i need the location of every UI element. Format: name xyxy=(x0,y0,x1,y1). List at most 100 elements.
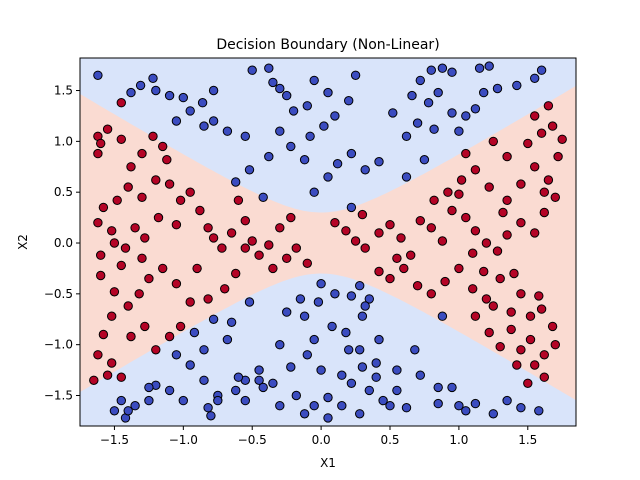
data-point-class-1 xyxy=(470,226,481,236)
data-point-class-0 xyxy=(330,111,340,121)
data-point-class-0 xyxy=(536,65,547,75)
data-point-class-0 xyxy=(461,406,471,416)
data-point-class-0 xyxy=(185,360,195,370)
y-tick-label: 0.0 xyxy=(54,236,73,250)
data-point-class-0 xyxy=(392,365,402,375)
data-point-class-1 xyxy=(130,223,140,233)
data-point-class-1 xyxy=(484,182,494,192)
data-point-class-0 xyxy=(144,382,154,393)
scatter-points xyxy=(89,61,567,423)
data-point-class-1 xyxy=(350,236,361,246)
data-point-class-1 xyxy=(539,187,549,197)
data-point-class-1 xyxy=(109,287,120,297)
data-point-class-1 xyxy=(412,281,423,291)
data-point-class-0 xyxy=(240,395,251,406)
data-point-class-1 xyxy=(151,345,161,355)
data-point-class-1 xyxy=(547,321,558,332)
data-point-class-0 xyxy=(222,334,233,345)
data-point-class-1 xyxy=(454,263,464,274)
data-point-class-1 xyxy=(437,236,448,246)
data-point-class-1 xyxy=(107,358,117,368)
data-point-class-0 xyxy=(337,370,347,380)
data-point-class-1 xyxy=(330,218,340,228)
data-point-class-0 xyxy=(268,77,278,88)
data-point-class-1 xyxy=(217,243,227,253)
data-point-class-0 xyxy=(407,90,417,101)
data-point-class-0 xyxy=(208,314,219,324)
data-point-class-0 xyxy=(437,63,448,73)
data-point-class-0 xyxy=(203,403,213,413)
data-point-class-0 xyxy=(415,75,425,86)
data-point-class-0 xyxy=(429,124,439,134)
data-point-class-0 xyxy=(275,401,285,411)
data-point-class-0 xyxy=(410,345,420,355)
data-point-class-1 xyxy=(516,345,526,355)
data-point-class-0 xyxy=(268,378,278,388)
data-point-class-1 xyxy=(443,187,453,197)
y-tick-label: 0.5 xyxy=(54,185,73,199)
data-point-class-0 xyxy=(135,80,146,91)
data-point-class-1 xyxy=(134,289,144,299)
data-point-class-0 xyxy=(258,192,268,203)
data-point-class-0 xyxy=(488,409,498,419)
data-point-class-1 xyxy=(461,148,471,159)
data-point-class-1 xyxy=(268,263,278,274)
data-point-class-0 xyxy=(415,370,425,380)
data-point-class-1 xyxy=(502,230,512,240)
data-point-class-1 xyxy=(123,301,133,311)
data-point-class-1 xyxy=(240,243,251,253)
data-point-class-1 xyxy=(461,212,471,223)
data-point-class-0 xyxy=(199,375,209,385)
data-point-class-1 xyxy=(534,291,544,301)
data-point-class-0 xyxy=(323,392,333,403)
data-point-class-1 xyxy=(385,220,395,230)
x-tick-label: −1.5 xyxy=(100,433,129,447)
data-point-class-0 xyxy=(502,395,512,406)
data-point-class-1 xyxy=(341,226,351,236)
data-point-class-1 xyxy=(148,131,158,142)
data-point-class-1 xyxy=(374,266,384,277)
data-point-class-1 xyxy=(481,238,492,248)
data-point-class-1 xyxy=(171,220,182,230)
data-point-class-0 xyxy=(433,398,443,409)
y-tick-label: 1.5 xyxy=(54,84,73,98)
data-point-class-1 xyxy=(208,233,219,243)
data-point-class-1 xyxy=(96,270,106,281)
data-point-class-1 xyxy=(512,360,522,370)
data-point-class-1 xyxy=(539,372,549,382)
data-point-class-0 xyxy=(385,401,395,411)
data-point-class-1 xyxy=(195,205,205,216)
data-point-class-0 xyxy=(447,108,457,118)
data-point-class-1 xyxy=(502,151,512,162)
data-point-class-0 xyxy=(275,126,285,136)
data-point-class-0 xyxy=(344,96,354,106)
data-point-class-1 xyxy=(247,236,257,246)
data-point-class-0 xyxy=(392,385,402,396)
data-point-class-1 xyxy=(164,179,175,189)
data-point-class-0 xyxy=(302,350,312,360)
data-point-class-0 xyxy=(309,187,319,197)
data-point-class-0 xyxy=(323,172,333,182)
data-point-class-0 xyxy=(264,151,274,162)
data-point-class-0 xyxy=(437,311,448,321)
data-point-class-1 xyxy=(456,175,467,185)
data-point-class-0 xyxy=(231,177,241,187)
x-tick-label: 1.5 xyxy=(518,433,537,447)
data-point-class-1 xyxy=(264,240,274,250)
data-point-class-0 xyxy=(299,155,310,165)
data-point-class-1 xyxy=(137,192,147,203)
data-point-class-0 xyxy=(344,345,354,355)
data-point-class-1 xyxy=(495,273,505,284)
data-point-class-0 xyxy=(534,406,544,416)
plot-area xyxy=(80,58,576,426)
chart-title: Decision Boundary (Non-Linear) xyxy=(216,37,439,53)
data-point-class-0 xyxy=(185,106,195,116)
data-point-class-0 xyxy=(479,87,489,98)
data-point-class-1 xyxy=(140,233,150,243)
data-point-class-0 xyxy=(258,382,268,393)
data-point-class-1 xyxy=(282,253,292,263)
data-point-class-0 xyxy=(433,87,443,98)
data-point-class-0 xyxy=(419,155,430,165)
data-point-class-1 xyxy=(523,138,533,149)
